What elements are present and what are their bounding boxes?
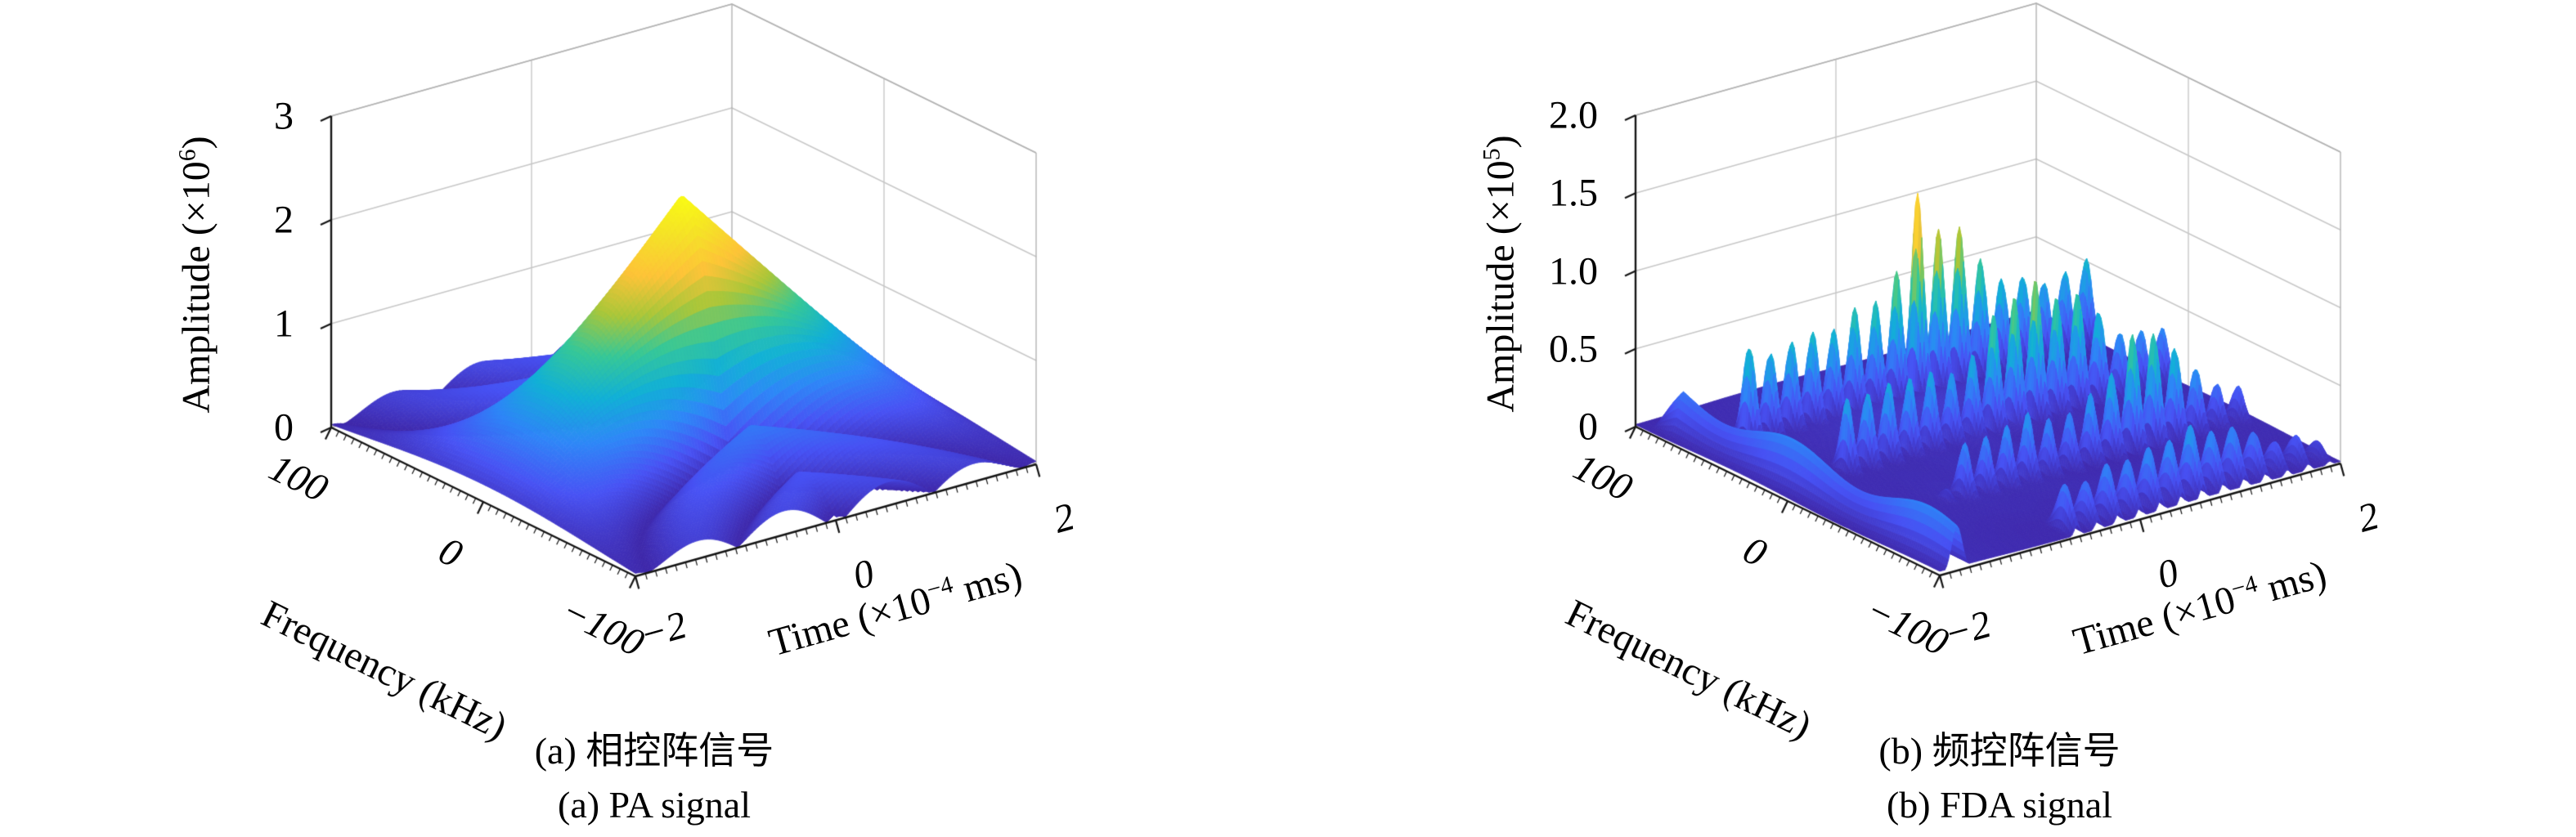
pa-caption-en: (a) PA signal [558,784,751,826]
fda-caption-en: (b) FDA signal [1886,784,2112,826]
pa-z-tick-label: 2 [274,198,294,242]
panel-pa-signal: 0 1 2 3 100 0 −100 −2 0 2 Amplitude (×106) Freque… [0,0,1288,837]
fda-z-label-exponent: 5 [1478,148,1506,161]
pa-3d-surface-plot [0,0,1288,837]
fda-z-label-text: Amplitude (×10 [1479,160,1523,413]
pa-caption-zh: (a) 相控阵信号 [534,730,774,772]
fda-z-tick-label: 1.0 [1549,249,1598,293]
pa-z-label-text: Amplitude (×10 [174,161,218,414]
fda-caption-zh: (b) 频控阵信号 [1878,730,2120,772]
fda-z-tick-label: 1.5 [1549,171,1598,215]
fda-caption: (b) 频控阵信号 (b) FDA signal [1878,724,2120,832]
fda-z-tick-label: 0 [1578,405,1598,449]
pa-z-label-close: ) [174,136,218,150]
fda-3d-surface-plot [1276,0,2564,837]
pa-z-label-exponent: 6 [173,149,201,162]
fda-z-tick-label: 0.5 [1549,327,1598,371]
pa-z-tick-label: 0 [274,405,294,450]
panel-fda-signal: 0 0.5 1.0 1.5 2.0 100 0 −100 −2 0 2 Amplitude (×10… [1276,0,2564,837]
pa-z-tick-label: 1 [274,302,294,346]
pa-z-tick-label: 3 [274,94,294,138]
fda-z-tick-label: 2.0 [1549,93,1598,137]
pa-z-axis-label: Amplitude (×106) [174,136,219,413]
pa-caption: (a) 相控阵信号 (a) PA signal [535,724,774,832]
fda-z-label-close: ) [1479,135,1523,149]
fda-z-axis-label: Amplitude (×105) [1479,135,1524,412]
